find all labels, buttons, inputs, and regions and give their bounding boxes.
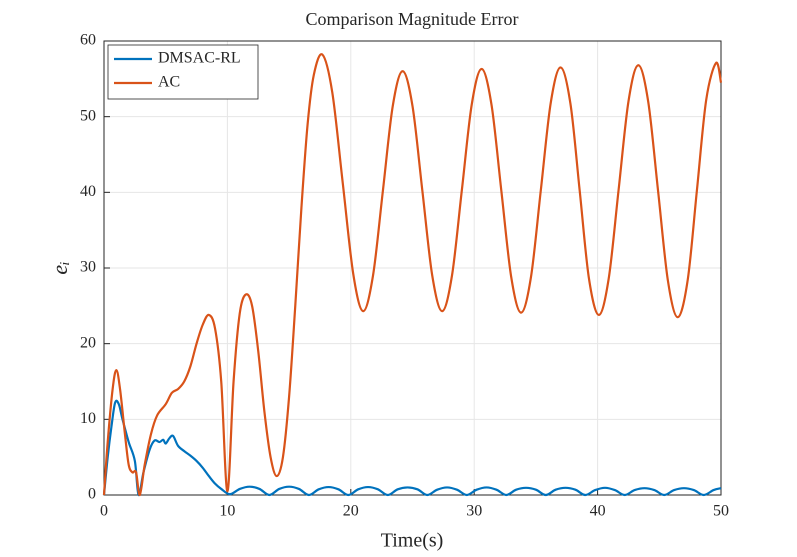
x-axis-label: Time(s) xyxy=(381,530,444,552)
legend-label: AC xyxy=(158,74,180,91)
y-tick-label: 0 xyxy=(88,486,96,503)
legend-box xyxy=(107,44,259,100)
legend-label: DMSAC-RL xyxy=(158,50,241,67)
x-tick-label: 10 xyxy=(219,503,235,520)
x-tick-label: 0 xyxy=(100,503,108,520)
y-tick-label: 40 xyxy=(80,183,96,200)
x-tick-label: 20 xyxy=(343,503,359,520)
y-tick-label: 30 xyxy=(80,259,96,276)
line-series xyxy=(102,399,722,497)
chart-title: Comparison Magnitude Error xyxy=(306,9,519,29)
y-axis-label: eᵢ xyxy=(47,261,72,274)
y-tick-label: 20 xyxy=(80,334,96,351)
x-tick-label: 50 xyxy=(713,503,729,520)
y-tick-label: 50 xyxy=(80,107,96,124)
x-tick-label: 30 xyxy=(466,503,482,520)
y-tick-label: 60 xyxy=(80,32,96,49)
line-series xyxy=(102,53,723,497)
x-tick-label: 40 xyxy=(590,503,606,520)
y-tick-label: 10 xyxy=(80,410,96,427)
plot-frame xyxy=(103,40,722,496)
